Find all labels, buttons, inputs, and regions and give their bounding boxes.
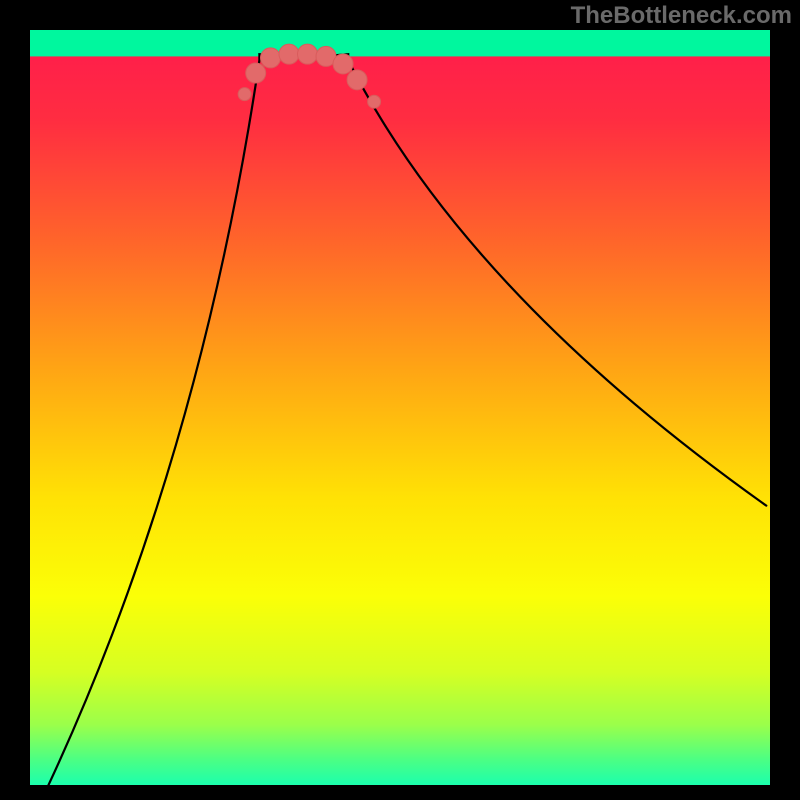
gradient-background	[30, 30, 770, 785]
curve-marker	[279, 44, 299, 64]
curve-marker	[333, 54, 353, 74]
curve-marker	[347, 70, 367, 90]
baseline-band	[30, 30, 770, 56]
curve-marker	[368, 95, 381, 108]
watermark-text: TheBottleneck.com	[571, 2, 792, 30]
plot-area	[30, 30, 770, 785]
curve-marker	[298, 44, 318, 64]
curve-marker	[261, 48, 281, 68]
chart-frame: TheBottleneck.com	[0, 0, 800, 800]
curve-marker	[238, 88, 251, 101]
curve-marker	[246, 63, 266, 83]
